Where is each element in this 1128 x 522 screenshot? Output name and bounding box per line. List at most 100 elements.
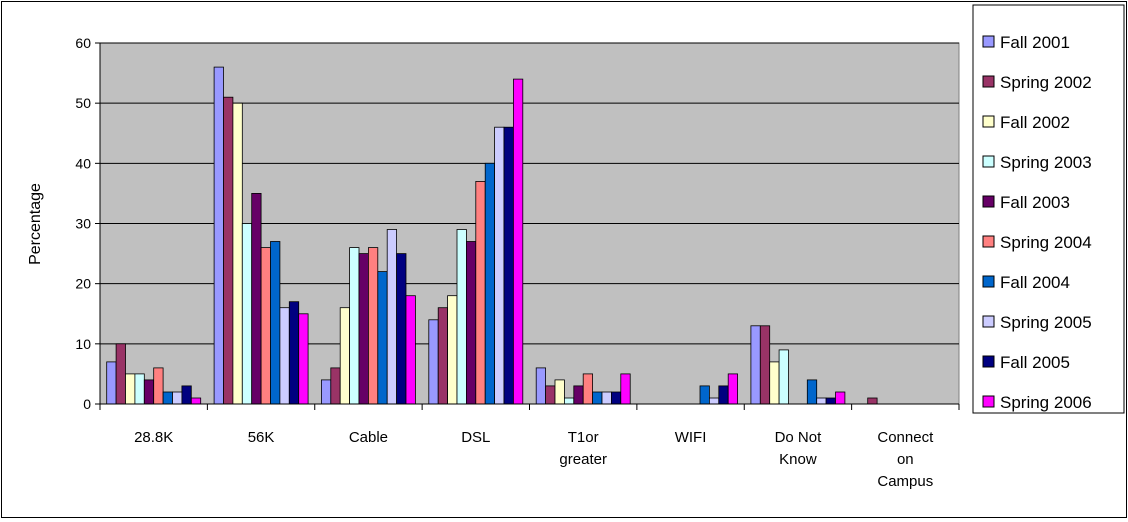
legend-label: Fall 2003 <box>1000 193 1070 212</box>
legend: Fall 2001 Spring 2002 Fall 2002 Spring 2003… <box>972 4 1125 414</box>
bar <box>396 253 407 405</box>
bar <box>162 391 173 405</box>
bar <box>349 247 360 405</box>
legend-label: Spring 2003 <box>1000 153 1092 172</box>
y-tick-label: 40 <box>75 155 91 171</box>
bar <box>298 313 309 405</box>
bar <box>759 325 771 405</box>
bar <box>125 373 136 405</box>
bar <box>699 385 710 405</box>
x-tick-label: WIFI <box>675 429 707 446</box>
bar <box>601 391 612 405</box>
bar <box>769 361 780 405</box>
x-tick-label: Do Not Know <box>775 429 823 468</box>
bar <box>573 385 584 405</box>
bar <box>232 102 243 405</box>
legend-swatch <box>982 235 995 248</box>
bar <box>554 379 565 405</box>
y-tick-label: 50 <box>75 95 91 111</box>
legend-swatch <box>982 155 995 168</box>
bar <box>181 385 192 405</box>
bar <box>484 162 496 405</box>
bar <box>270 241 281 405</box>
bar <box>545 385 556 405</box>
bar <box>512 78 524 405</box>
bar <box>153 367 164 405</box>
bar <box>620 373 631 405</box>
bar <box>172 391 183 405</box>
y-tick-label: 60 <box>75 35 91 51</box>
bar <box>867 397 878 405</box>
legend-label: Spring 2002 <box>1000 73 1092 92</box>
bar <box>367 247 379 405</box>
bar <box>134 373 145 405</box>
bar <box>143 379 155 405</box>
legend-label: Fall 2005 <box>1000 353 1070 372</box>
bar <box>279 307 290 405</box>
bar <box>816 397 827 405</box>
bar <box>564 397 575 405</box>
bar <box>825 397 836 405</box>
bar <box>592 391 603 405</box>
legend-swatch <box>982 195 995 208</box>
x-tick-label: Cable <box>349 429 388 446</box>
bar <box>494 126 505 405</box>
bar <box>358 253 369 405</box>
x-tick-label: 28.8K <box>134 429 173 446</box>
x-tick-label: T1or greater <box>559 429 607 468</box>
bar <box>320 379 332 405</box>
bar <box>223 96 234 405</box>
x-tick-label: DSL <box>461 429 490 446</box>
legend-swatch <box>982 395 995 408</box>
bar <box>288 301 300 405</box>
bar <box>750 325 761 405</box>
x-tick-label: Connect on Campus <box>877 429 934 490</box>
y-tick-label: 30 <box>75 216 91 232</box>
bar <box>456 229 467 405</box>
bar <box>213 66 224 405</box>
legend-label: Fall 2002 <box>1000 113 1070 132</box>
legend-swatch <box>982 355 995 368</box>
bar <box>241 223 253 405</box>
bar <box>611 391 622 405</box>
bar <box>106 361 117 405</box>
legend-label: Fall 2004 <box>1000 273 1070 292</box>
bar <box>806 379 818 405</box>
bar <box>582 373 594 405</box>
y-tick-label: 10 <box>75 336 91 352</box>
bar <box>503 126 514 405</box>
y-tick-label: 0 <box>83 396 91 412</box>
bar <box>718 385 729 405</box>
bar <box>465 241 477 405</box>
legend-box <box>972 4 1125 414</box>
x-tick-label: 56K <box>248 429 275 446</box>
legend-label: Spring 2004 <box>1000 233 1092 252</box>
legend-label: Fall 2001 <box>1000 33 1070 52</box>
legend-swatch <box>982 275 995 288</box>
bar <box>339 307 351 405</box>
bar <box>251 192 262 405</box>
y-axis-label: Percentage <box>27 183 44 265</box>
axes: 0 10 20 30 40 50 60 28.8K 56K Cable DSL T1or greater… <box>75 35 960 490</box>
legend-label: Spring 2005 <box>1000 313 1092 332</box>
bar <box>386 229 398 405</box>
bar <box>428 319 439 405</box>
legend-swatch <box>982 35 995 48</box>
bar <box>190 397 202 405</box>
bar <box>405 295 416 405</box>
bar <box>535 367 547 405</box>
bar <box>778 349 789 405</box>
legend-swatch <box>982 315 995 328</box>
bar <box>835 391 846 405</box>
bar <box>437 307 449 405</box>
y-tick-label: 20 <box>75 276 91 292</box>
legend-swatch <box>982 115 995 128</box>
bars <box>106 66 878 405</box>
bar <box>727 373 739 405</box>
legend-label: Spring 2006 <box>1000 393 1092 412</box>
bar <box>377 271 388 405</box>
bar <box>447 295 458 405</box>
bar <box>709 397 720 405</box>
